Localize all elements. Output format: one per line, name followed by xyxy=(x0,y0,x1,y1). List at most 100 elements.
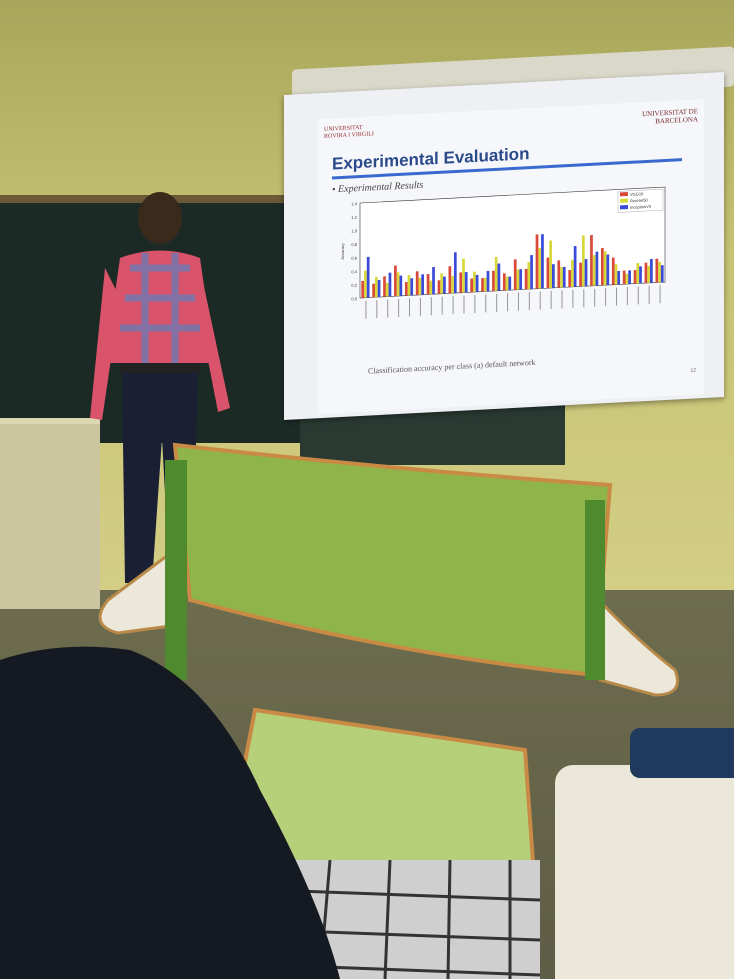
y-tick-label: 1.4 xyxy=(351,201,357,206)
x-tick-label xyxy=(419,297,421,316)
bar xyxy=(464,272,468,293)
x-tick-label xyxy=(648,285,650,304)
bar xyxy=(475,274,479,292)
bar xyxy=(410,278,414,296)
bar xyxy=(660,265,664,283)
bar xyxy=(366,256,370,298)
bar xyxy=(571,259,574,287)
legend-label: VGG16 xyxy=(630,191,644,197)
bar xyxy=(448,266,452,294)
bar xyxy=(601,247,604,286)
bar xyxy=(440,273,444,294)
chair-backrest xyxy=(165,442,613,680)
legend-label: InceptionV3 xyxy=(630,204,652,210)
bar xyxy=(421,274,424,295)
slide-bullet: • Experimental Results xyxy=(332,179,424,196)
bar xyxy=(530,255,533,290)
bar xyxy=(647,265,651,283)
bar xyxy=(497,263,501,291)
bar xyxy=(462,258,465,293)
bar xyxy=(592,255,596,286)
bar xyxy=(617,270,621,285)
x-tick-label xyxy=(441,296,443,315)
bar xyxy=(399,275,403,296)
legend-swatch xyxy=(620,191,628,197)
bar xyxy=(551,264,555,288)
slide-number: 12 xyxy=(690,367,696,374)
bar xyxy=(639,266,642,284)
x-tick-label xyxy=(528,292,530,311)
y-tick-label: 0.8 xyxy=(351,242,357,247)
presentation-slide: UNIVERSITAT ROVIRA I VIRGILI UNIVERSITAT… xyxy=(318,98,704,415)
bar xyxy=(614,264,618,285)
x-tick-label xyxy=(398,298,400,318)
bar xyxy=(404,281,408,296)
x-tick-label xyxy=(572,289,574,308)
bar xyxy=(595,251,599,286)
bar xyxy=(494,256,498,291)
x-tick-label xyxy=(463,295,465,314)
bar xyxy=(524,268,528,290)
bullet-text: Experimental Results xyxy=(338,179,424,196)
chair-frame-left xyxy=(165,460,187,680)
y-tick-label: 0.2 xyxy=(351,283,357,288)
x-tick-label xyxy=(452,296,454,315)
bar xyxy=(644,262,648,284)
x-tick-label xyxy=(430,297,432,316)
bar xyxy=(557,260,561,288)
x-tick-label xyxy=(539,291,541,310)
bar xyxy=(505,276,509,291)
x-tick-label xyxy=(637,286,639,305)
bar xyxy=(527,261,531,290)
legend-swatch xyxy=(620,204,628,210)
bar xyxy=(377,279,381,298)
bar xyxy=(513,259,517,290)
bar xyxy=(568,269,572,288)
bar xyxy=(633,269,637,284)
bar xyxy=(372,283,375,298)
x-tick-label xyxy=(474,294,476,314)
bar xyxy=(426,274,430,295)
bar xyxy=(655,258,659,283)
y-tick-label: 1.0 xyxy=(351,228,357,233)
x-tick-label xyxy=(387,299,389,318)
bar xyxy=(590,234,593,286)
x-tick-label xyxy=(496,293,498,312)
bar xyxy=(628,270,631,284)
y-tick-label: 1.2 xyxy=(351,215,357,220)
lectern-desk xyxy=(0,418,100,609)
bar xyxy=(453,252,457,294)
bar xyxy=(383,276,386,297)
bar xyxy=(437,280,441,294)
uni-left-line2: ROVIRA I VIRGILI xyxy=(324,131,374,140)
university-logo-left: UNIVERSITAT ROVIRA I VIRGILI xyxy=(324,124,374,141)
bar xyxy=(470,278,474,293)
bar xyxy=(418,277,422,295)
x-tick-label xyxy=(659,285,661,304)
bar xyxy=(538,247,542,289)
bar xyxy=(459,272,463,293)
bar xyxy=(407,275,411,296)
bar xyxy=(658,261,661,283)
bar xyxy=(541,234,544,289)
bar xyxy=(394,265,397,297)
x-tick-label xyxy=(507,293,509,312)
bar xyxy=(388,272,392,297)
bar xyxy=(535,234,539,289)
presenter-left-arm xyxy=(90,268,120,420)
bar xyxy=(492,270,495,292)
x-tick-label xyxy=(376,300,378,319)
bar xyxy=(415,271,419,296)
bar xyxy=(481,277,484,292)
bar xyxy=(483,277,487,292)
x-tick-label xyxy=(409,298,411,317)
x-tick-label xyxy=(485,294,487,313)
legend-swatch xyxy=(620,198,628,203)
desk-right xyxy=(555,765,734,979)
bar-chart: 0.0 0.2 0.4 0.6 0.8 1.0 1.2 1.4 Accuracy VGG16Res… xyxy=(340,186,666,319)
bar xyxy=(385,282,389,297)
x-tick-label xyxy=(583,289,585,308)
bar xyxy=(364,270,367,298)
chair-writing-arm-right xyxy=(588,590,679,697)
bar xyxy=(584,258,588,287)
